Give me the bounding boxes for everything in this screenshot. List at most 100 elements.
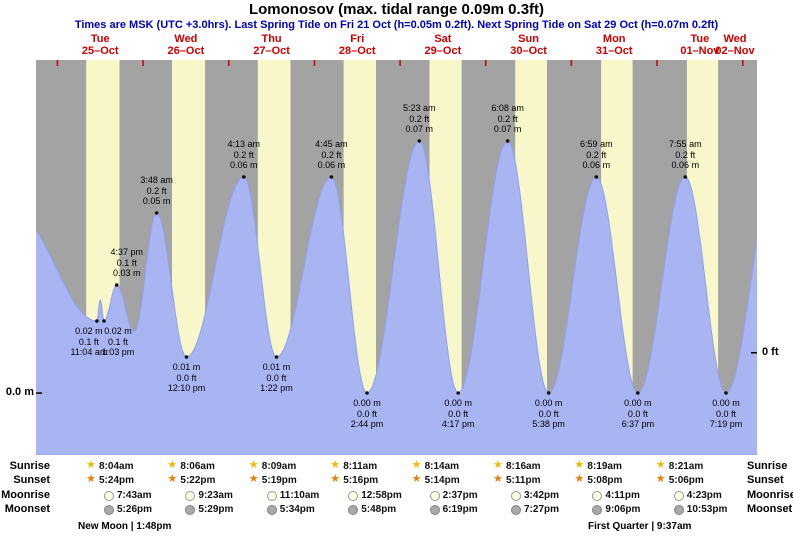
- moonset-time: 5:26pm: [117, 504, 153, 515]
- sunset-time: 5:06pm: [668, 475, 704, 486]
- extremum-dot: [242, 175, 246, 179]
- midnight-tick: [742, 60, 744, 66]
- almanac-label-left: Moonrise: [1, 489, 50, 501]
- tide-curve: [36, 140, 757, 455]
- moonrise-icon: [104, 491, 114, 501]
- extremum-dot: [636, 391, 640, 395]
- moonset-time: 5:34pm: [279, 504, 315, 515]
- midnight-tick: [485, 60, 487, 66]
- moonrise-time: 2:37pm: [442, 490, 478, 501]
- sunset-time: 5:16pm: [343, 475, 379, 486]
- almanac-label-right: Sunset: [747, 474, 784, 486]
- sunrise-time: 8:11am: [343, 461, 378, 472]
- day-label: Sat 29–Oct: [424, 33, 462, 57]
- extremum-dot: [102, 319, 106, 323]
- day-label: Thu 27–Oct: [253, 33, 290, 57]
- moonset-icon: [592, 505, 603, 515]
- extremum-dot: [95, 319, 99, 323]
- extremum-dot: [546, 391, 551, 395]
- left-axis-zero-label: 0.0 m: [5, 386, 34, 398]
- day-label: Mon 31–Oct: [595, 33, 633, 57]
- moonset-icon: [266, 505, 277, 515]
- extremum-dot: [683, 175, 688, 179]
- extremum-dot: [329, 175, 334, 179]
- moonrise-time: 12:58pm: [361, 490, 402, 501]
- sunset-time: 5:22pm: [180, 475, 216, 486]
- midnight-tick: [570, 60, 573, 66]
- day-label: Sun 30–Oct: [510, 33, 547, 57]
- sunrise-star-icon: ★: [167, 459, 178, 471]
- midnight-tick: [399, 60, 401, 66]
- moonrise-icon: [348, 491, 359, 501]
- sunset-star-icon: ★: [167, 473, 178, 485]
- almanac-row-sunset: Sunset Sunset ★ 5:24pm ★ 5:22pm ★ 5:19pm ★ 5:16pm…: [0, 473, 793, 488]
- sunrise-star-icon: ★: [86, 459, 96, 471]
- sunrise-star-icon: ★: [493, 459, 503, 471]
- extremum-dot: [505, 139, 510, 143]
- almanac-row-moonset: Moonset Moonset 5:26pm 5:29pm 5:34pm 5:48pm 6:…: [0, 503, 793, 517]
- moonset-time: 5:29pm: [198, 504, 234, 515]
- moonrise-time: 4:11pm: [605, 490, 640, 501]
- sunrise-time: 8:09am: [261, 461, 297, 472]
- extremum-dot: [456, 391, 461, 395]
- extremum-dot: [184, 355, 189, 359]
- sunrise-time: 8:06am: [180, 461, 215, 472]
- moonrise-time: 11:10am: [279, 490, 320, 501]
- almanac-label-right: Moonrise: [747, 489, 793, 501]
- page-title: Lomonosov (max. tidal range 0.09m 0.3ft): [248, 1, 545, 18]
- tide-chart: 0.02 m 0.1 ft 11:04 am 0.02 m 0.1 ft 1:03 pm 4…: [36, 60, 757, 455]
- day-label: Wed 02–Nov: [715, 33, 755, 57]
- sunrise-star-icon: ★: [411, 459, 422, 471]
- extremum-dot: [114, 283, 119, 287]
- sunset-time: 5:11pm: [506, 475, 541, 486]
- midnight-tick: [313, 60, 316, 66]
- sunset-star-icon: ★: [248, 473, 259, 485]
- moonrise-time: 7:43am: [117, 490, 152, 501]
- sunset-star-icon: ★: [86, 473, 96, 485]
- moonset-time: 10:53pm: [686, 504, 728, 515]
- sunset-star-icon: ★: [411, 473, 422, 485]
- sunset-time: 5:19pm: [261, 475, 297, 486]
- sunset-star-icon: ★: [330, 473, 341, 485]
- moonrise-time: 9:23am: [198, 490, 233, 501]
- moonrise-icon: [592, 491, 603, 501]
- sunset-star-icon: ★: [655, 473, 666, 485]
- new-moon-note: New Moon | 1:48pm: [78, 521, 172, 532]
- sunrise-time: 8:04am: [99, 461, 134, 472]
- right-axis-zero-label: 0 ft: [762, 346, 779, 358]
- midnight-tick: [142, 60, 144, 66]
- day-labels-row: Tue 25–Oct Wed 26–Oct Thu 27–Oct Fri 28–Oct Sat 2…: [0, 33, 793, 60]
- sunrise-star-icon: ★: [330, 459, 341, 471]
- midnight-tick: [56, 60, 59, 66]
- day-label: Wed 26–Oct: [167, 33, 205, 57]
- day-label: Tue 25–Oct: [81, 33, 119, 57]
- moonset-time: 6:19pm: [442, 504, 478, 515]
- moonset-icon: [511, 505, 521, 515]
- moonrise-icon: [266, 491, 277, 501]
- left-zero-tick: [36, 392, 42, 394]
- sunrise-time: 8:14am: [424, 461, 460, 472]
- sunset-time: 5:14pm: [424, 475, 460, 486]
- almanac-label-left: Moonset: [4, 503, 50, 515]
- sunset-time: 5:24pm: [99, 475, 135, 486]
- moonrise-icon: [429, 491, 440, 501]
- almanac-label-right: Moonset: [747, 503, 793, 515]
- almanac-label-right: Sunrise: [747, 460, 788, 472]
- day-label: Tue 01–Nov: [680, 33, 720, 57]
- sunrise-time: 8:21am: [668, 461, 704, 472]
- midnight-tick: [656, 60, 658, 66]
- moonset-icon: [429, 505, 440, 515]
- extremum-dot: [365, 391, 369, 395]
- sunrise-star-icon: ★: [248, 459, 259, 471]
- midnight-tick: [228, 60, 230, 66]
- moonrise-time: 3:42pm: [524, 490, 560, 501]
- sunset-time: 5:08pm: [587, 475, 623, 486]
- sunrise-star-icon: ★: [655, 459, 666, 471]
- extremum-dot: [274, 355, 279, 359]
- almanac-label-left: Sunset: [13, 474, 50, 486]
- extremum-dot: [417, 139, 422, 143]
- almanac-row-sunrise: Sunrise Sunrise ★ 8:04am ★ 8:06am ★ 8:09am ★ 8:11…: [0, 459, 793, 474]
- day-label: Fri 28–Oct: [338, 33, 376, 57]
- page-subtitle: Times are MSK (UTC +3.0hrs). Last Spring…: [74, 19, 719, 31]
